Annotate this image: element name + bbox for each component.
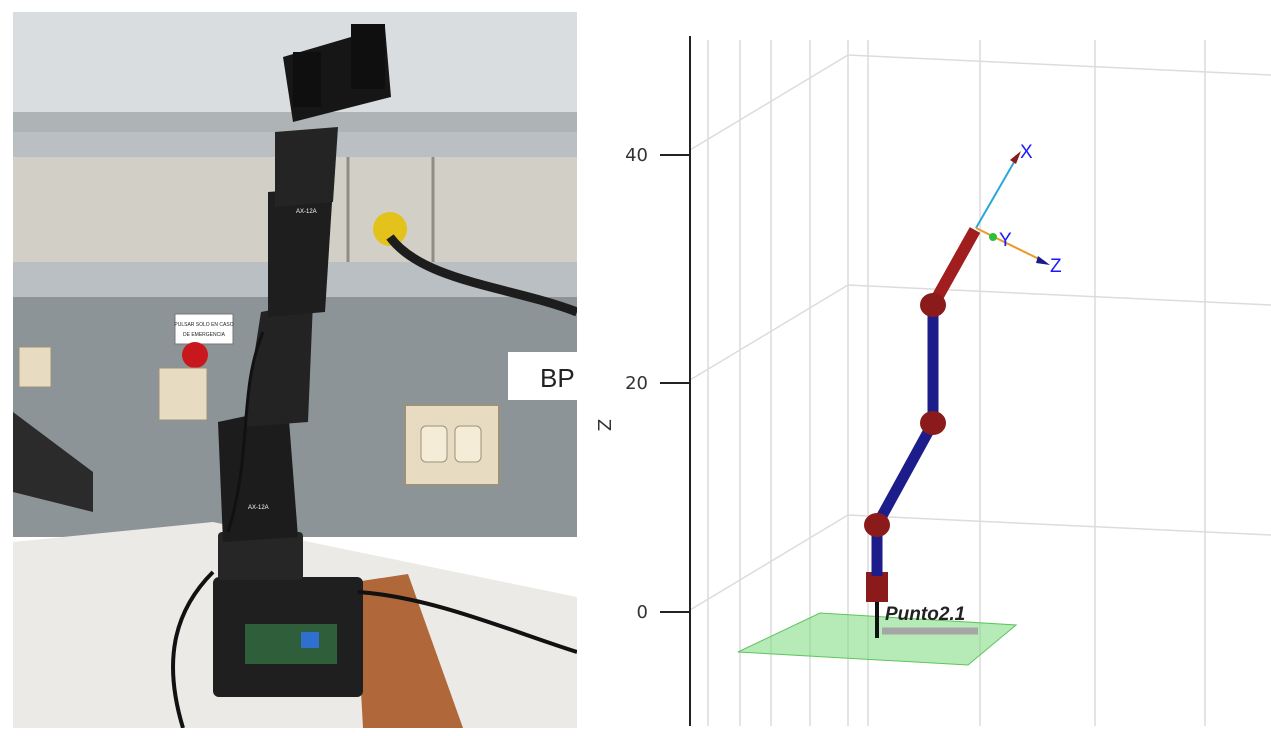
robot-photo: PULSAR SOLO EN CASO DE EMERGENCIA BP AX-… <box>13 12 577 728</box>
arm-segment-2 <box>243 302 313 427</box>
outlet-small-left <box>18 346 52 388</box>
z-tick-label-40: 40 <box>625 145 648 166</box>
arm-segment-1 <box>218 407 298 542</box>
point-label: Punto2.1 <box>885 604 965 625</box>
link-2 <box>872 420 938 528</box>
base-block <box>866 572 888 602</box>
frame-x-arrowhead <box>1010 151 1021 164</box>
servo-sticker-2: AX-12A <box>248 505 269 511</box>
z-tick-label-0: 0 <box>637 602 648 623</box>
joint-3 <box>920 293 946 317</box>
frame-label-y: Y <box>999 230 1012 251</box>
frame-z-arrowhead <box>1036 256 1050 265</box>
link-4 <box>927 227 981 308</box>
frame-z-axis <box>975 227 1046 263</box>
z-axis-title: Z <box>593 419 614 431</box>
outlet-middle <box>158 367 208 421</box>
bench-label: BP <box>540 363 575 393</box>
z-tick-label-20: 20 <box>625 373 648 394</box>
control-board <box>245 624 337 664</box>
joint-2 <box>920 411 946 435</box>
frame-label-z: Z <box>1050 256 1062 277</box>
bench-label-card <box>508 352 577 400</box>
servo-sticker-1: AX-12A <box>296 209 317 215</box>
frame-x-axis <box>975 156 1018 229</box>
frame-label-x: X <box>1020 142 1033 163</box>
emergency-button <box>182 342 208 368</box>
joint-1 <box>864 513 890 537</box>
robot-3d-plot[interactable]: 40 20 0 Z X Y Z Punto2.1 <box>580 0 1271 736</box>
arm-segment-4 <box>275 127 338 207</box>
yellow-plug <box>373 212 407 246</box>
emergency-sign-line-1: PULSAR SOLO EN CASO <box>174 322 233 328</box>
emergency-sign-line-2: DE EMERGENCIA <box>183 332 226 338</box>
frame-y-marker <box>989 233 997 241</box>
outlet-large <box>404 404 500 486</box>
ground-patch <box>737 612 1018 666</box>
plot-grid <box>689 40 1271 726</box>
wooden-board <box>355 574 463 728</box>
arm-segment-3 <box>268 187 333 317</box>
emergency-sign <box>174 313 234 345</box>
